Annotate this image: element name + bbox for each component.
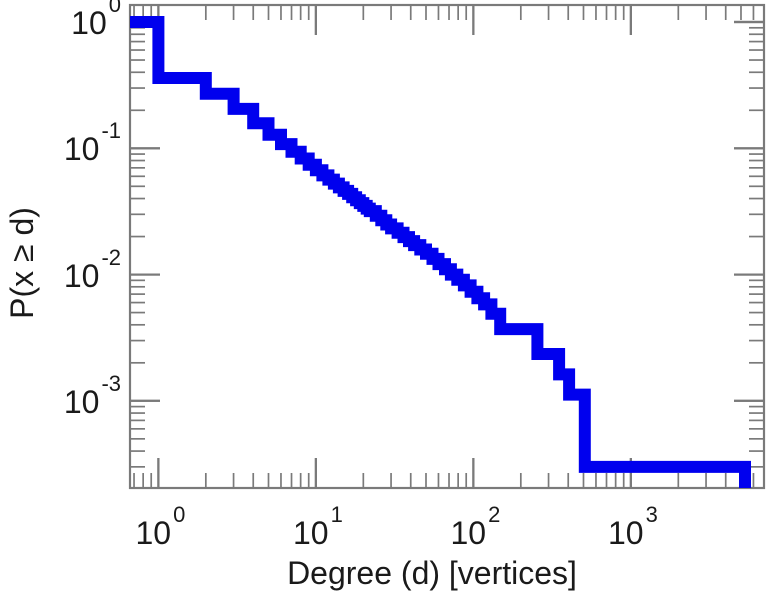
x-tick-label-base: 10 [607,515,644,551]
x-tick-label: 10 1 [292,502,343,551]
x-tick-label: 10 0 [135,502,186,551]
y-tick-label-exponent: -3 [101,370,121,396]
x-tick-label-base: 10 [292,515,329,551]
plot-frame [128,3,766,490]
y-tick-label-base: 10 [63,131,100,168]
y-axis-title: P(x ≥ d) [4,207,40,319]
ccdf-step-curve [130,16,751,488]
x-tick-label-exponent: 3 [645,502,658,527]
y-tick-label-base: 10 [63,257,100,294]
y-tick-label-base: 10 [63,383,100,420]
y-tick-label: 10 -2 [63,244,121,294]
x-tick-label: 10 3 [607,502,658,551]
x-ticks [133,5,755,488]
x-axis-title: Degree (d) [vertices] [287,555,577,591]
y-tick-label-exponent: -1 [101,118,121,144]
x-tick-label-exponent: 0 [173,502,186,527]
x-tick-label-exponent: 2 [488,502,501,527]
y-ticks [130,20,764,468]
y-tick-label: 10 0 [71,0,121,39]
x-tick-label-base: 10 [450,515,487,551]
x-tick-label-exponent: 1 [330,502,343,527]
y-tick-label: 10 -1 [63,118,121,168]
y-tick-label-base: 10 [71,5,107,42]
y-tick-label: 10 -3 [63,370,121,420]
x-tick-label-base: 10 [135,515,172,551]
y-tick-label-exponent: -2 [101,244,121,270]
y-tick-label-exponent: 0 [108,0,121,18]
x-tick-label: 10 2 [450,502,501,551]
